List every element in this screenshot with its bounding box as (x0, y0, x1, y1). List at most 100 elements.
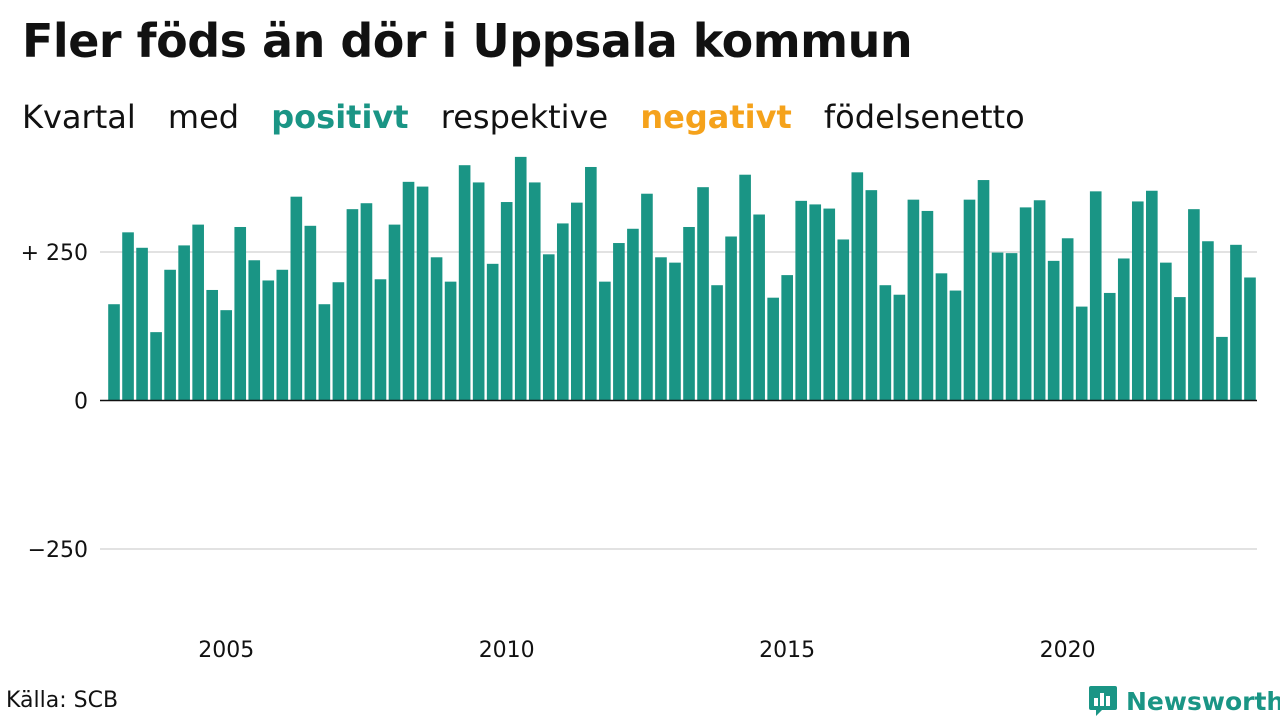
bar (164, 269, 176, 401)
bar (332, 282, 345, 401)
subtitle-text-kvartal: Kvartal (22, 98, 136, 136)
bar (599, 281, 611, 401)
bar (458, 165, 471, 401)
bar (683, 226, 695, 401)
x-tick-label: 2015 (759, 638, 815, 663)
bar (374, 279, 387, 401)
subtitle-text-respektive: respektive (440, 98, 609, 136)
bar (1160, 262, 1172, 401)
bar (1216, 336, 1228, 401)
bar (318, 304, 331, 401)
bar (1146, 190, 1158, 401)
brand-name: Newsworthy (1126, 686, 1280, 716)
bar (851, 172, 864, 401)
newsworthy-logo-icon (1089, 686, 1117, 716)
bar (416, 186, 429, 401)
bar (514, 156, 527, 401)
bar (613, 243, 625, 401)
bar (767, 297, 779, 401)
newsworthy-logo: Newsworthy (1088, 684, 1280, 718)
bar (739, 174, 751, 401)
bar (1202, 241, 1214, 401)
subtitle-text-med: med (167, 98, 240, 136)
bar (220, 310, 233, 401)
bar (809, 204, 822, 401)
bar (879, 285, 892, 401)
bar (711, 285, 723, 401)
bar (1005, 253, 1018, 401)
bar (290, 196, 303, 401)
subtitle-negative-label: negativt (640, 98, 792, 136)
y-tick-label: −250 (28, 538, 88, 563)
bar (1047, 260, 1060, 401)
y-tick-label: + 250 (21, 241, 88, 266)
bar (304, 225, 317, 401)
bar (472, 182, 485, 401)
x-tick-label: 2020 (1040, 638, 1096, 663)
bar (276, 269, 289, 401)
bar (1075, 306, 1088, 401)
bar (178, 245, 190, 401)
bar (556, 223, 569, 401)
bar (1061, 238, 1074, 401)
chart-subtitle: Kvartal med positivt respektive negativt… (22, 96, 1047, 138)
bar (655, 257, 667, 401)
bar (234, 226, 247, 401)
bar (206, 289, 218, 401)
source-label: Källa: SCB (6, 688, 119, 713)
chart-title: Fler föds än dör i Uppsala kommun (22, 14, 913, 68)
bar (122, 232, 134, 401)
bar (444, 281, 457, 401)
bar (346, 209, 359, 401)
bar (1174, 297, 1186, 401)
subtitle-positive-label: positivt (271, 98, 409, 136)
bar (697, 187, 709, 401)
bar (977, 180, 990, 401)
bar (991, 252, 1004, 401)
bar (753, 214, 765, 401)
x-tick-label: 2010 (479, 638, 535, 663)
bar (136, 247, 148, 401)
bar (430, 257, 443, 401)
x-tick-label: 2005 (198, 638, 254, 663)
bar (585, 166, 597, 401)
bar (837, 239, 850, 401)
bar (1188, 209, 1200, 401)
bar (949, 290, 962, 401)
bar (1131, 201, 1144, 401)
bar (627, 228, 639, 401)
bar (500, 202, 513, 401)
bar (1089, 191, 1102, 401)
subtitle-text-fodelsenetto: födelsenetto (823, 98, 1025, 136)
bar (528, 182, 541, 401)
bar (963, 199, 976, 401)
bar (402, 181, 415, 401)
bar (795, 200, 808, 401)
bar (192, 224, 204, 401)
bar (486, 263, 499, 401)
bar (1230, 244, 1242, 401)
bar (865, 190, 878, 401)
bar (1033, 200, 1046, 401)
bar-chart: + 250 0 −250 2005 2010 2015 2020 (21, 156, 1257, 663)
bar (893, 294, 906, 401)
bar (921, 210, 934, 401)
bar (1019, 207, 1032, 401)
axes: + 250 0 −250 2005 2010 2015 2020 (21, 241, 1257, 663)
bar (725, 236, 737, 401)
bar (571, 202, 583, 401)
bars (108, 156, 1256, 401)
bar (388, 224, 401, 401)
bar (360, 203, 373, 401)
bar (1244, 277, 1256, 401)
y-tick-label: 0 (74, 389, 88, 414)
bar (669, 262, 681, 401)
bar (1117, 258, 1130, 401)
bar (108, 304, 120, 401)
bar (781, 275, 793, 401)
bar (1103, 292, 1116, 401)
bar (823, 208, 836, 401)
bar (907, 199, 920, 401)
bar (262, 280, 275, 401)
bar (150, 332, 162, 401)
